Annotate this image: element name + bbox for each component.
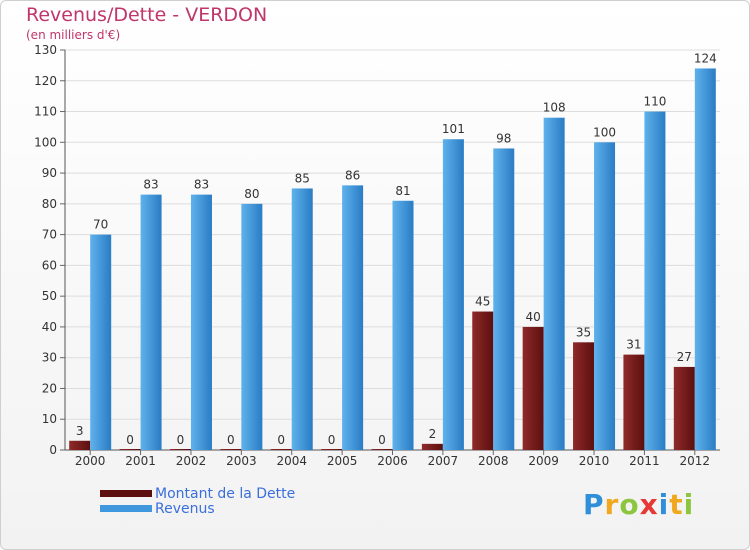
x-tick-label: 2001 xyxy=(125,454,156,468)
x-tick-label: 2009 xyxy=(528,454,559,468)
data-label-dette: 45 xyxy=(475,295,490,309)
bar-revenus xyxy=(190,194,212,450)
bar-dette xyxy=(472,311,494,450)
x-tick-label: 2003 xyxy=(226,454,257,468)
logo-letter: r xyxy=(604,488,620,521)
bar-revenus xyxy=(594,142,616,451)
bar-dette xyxy=(371,449,393,450)
data-label-dette: 0 xyxy=(328,433,336,447)
data-label-dette: 0 xyxy=(277,433,285,447)
data-label-dette: 27 xyxy=(677,350,692,364)
y-tick-label: 110 xyxy=(34,105,57,119)
y-tick-label: 50 xyxy=(42,289,57,303)
data-label-dette: 31 xyxy=(626,338,641,352)
legend-item-revenus: Revenus xyxy=(100,500,295,517)
bar-revenus xyxy=(291,188,313,450)
x-tick-label: 2007 xyxy=(428,454,459,468)
bar-revenus xyxy=(493,148,515,450)
y-tick-label: 0 xyxy=(49,443,57,457)
legend-swatch-revenus xyxy=(100,505,152,512)
data-label-revenus: 124 xyxy=(694,51,717,65)
y-tick-label: 40 xyxy=(42,320,57,334)
y-tick-label: 100 xyxy=(34,135,57,149)
data-label-revenus: 108 xyxy=(543,101,566,115)
x-tick-label: 2002 xyxy=(176,454,207,468)
logo-letter: i xyxy=(658,488,670,521)
bar-dette xyxy=(623,354,645,450)
bar-dette xyxy=(573,342,595,450)
bar-revenus xyxy=(241,203,263,450)
y-tick-label: 10 xyxy=(42,412,57,426)
bar-revenus xyxy=(342,185,364,450)
bar-revenus xyxy=(442,139,464,450)
legend-label-dette: Montant de la Dette xyxy=(155,485,296,502)
chart-title: Revenus/Dette - VERDON xyxy=(26,4,268,26)
bar-dette xyxy=(220,449,242,450)
x-tick-label: 2010 xyxy=(579,454,610,468)
data-label-dette: 0 xyxy=(227,433,235,447)
bar-dette xyxy=(169,449,191,450)
data-label-revenus: 81 xyxy=(395,184,410,198)
bar-revenus xyxy=(644,111,666,451)
data-label-dette: 0 xyxy=(177,433,185,447)
data-label-dette: 3 xyxy=(76,424,84,438)
y-tick-label: 80 xyxy=(42,197,57,211)
bar-revenus xyxy=(694,68,716,450)
x-tick-label: 2008 xyxy=(478,454,509,468)
bar-dette xyxy=(321,449,343,450)
bar-revenus xyxy=(543,117,565,450)
data-label-revenus: 86 xyxy=(345,168,360,182)
bar-revenus xyxy=(90,234,112,450)
bar-dette xyxy=(421,443,443,450)
data-label-dette: 35 xyxy=(576,325,591,339)
data-label-revenus: 110 xyxy=(643,95,666,109)
data-label-dette: 2 xyxy=(429,427,437,441)
bar-revenus xyxy=(140,194,162,450)
bar-dette xyxy=(673,366,695,450)
logo-letter: t xyxy=(669,488,684,521)
proxiti-logo: Proxiti xyxy=(583,488,694,521)
y-tick-label: 30 xyxy=(42,351,57,365)
y-tick-label: 90 xyxy=(42,166,57,180)
chart-subtitle: (en milliers d'€) xyxy=(26,28,121,42)
data-label-revenus: 101 xyxy=(442,122,465,136)
bar-dette xyxy=(522,326,544,450)
x-tick-label: 2000 xyxy=(75,454,106,468)
y-tick-label: 120 xyxy=(34,74,57,88)
data-label-revenus: 70 xyxy=(93,218,108,232)
bar-dette xyxy=(69,440,91,450)
data-label-revenus: 83 xyxy=(143,178,158,192)
legend: Montant de la Dette Revenus xyxy=(100,485,296,517)
y-tick-label: 20 xyxy=(42,381,57,395)
x-tick-label: 2006 xyxy=(377,454,408,468)
bar-dette xyxy=(119,449,141,450)
y-tick-label: 60 xyxy=(42,258,57,272)
bar-dette xyxy=(270,449,292,450)
x-tick-label: 2012 xyxy=(680,454,711,468)
logo-letter: o xyxy=(619,488,640,521)
legend-swatch-dette xyxy=(100,490,152,497)
y-tick-label: 130 xyxy=(34,43,57,57)
bar-revenus xyxy=(392,200,414,450)
x-tick-label: 2005 xyxy=(327,454,358,468)
legend-label-revenus: Revenus xyxy=(155,500,215,517)
data-label-revenus: 100 xyxy=(593,125,616,139)
logo-letter: i xyxy=(683,488,695,521)
data-label-revenus: 85 xyxy=(295,171,310,185)
data-label-dette: 0 xyxy=(126,433,134,447)
logo-letter: x xyxy=(639,488,659,521)
data-label-dette: 0 xyxy=(378,433,386,447)
x-tick-label: 2011 xyxy=(629,454,660,468)
data-label-revenus: 80 xyxy=(244,187,259,201)
x-tick-label: 2004 xyxy=(276,454,307,468)
data-label-dette: 40 xyxy=(526,310,541,324)
legend-item-dette: Montant de la Dette xyxy=(100,485,296,502)
data-label-revenus: 83 xyxy=(194,178,209,192)
data-label-revenus: 98 xyxy=(496,131,511,145)
y-tick-label: 70 xyxy=(42,228,57,242)
logo-letter: P xyxy=(583,488,605,521)
